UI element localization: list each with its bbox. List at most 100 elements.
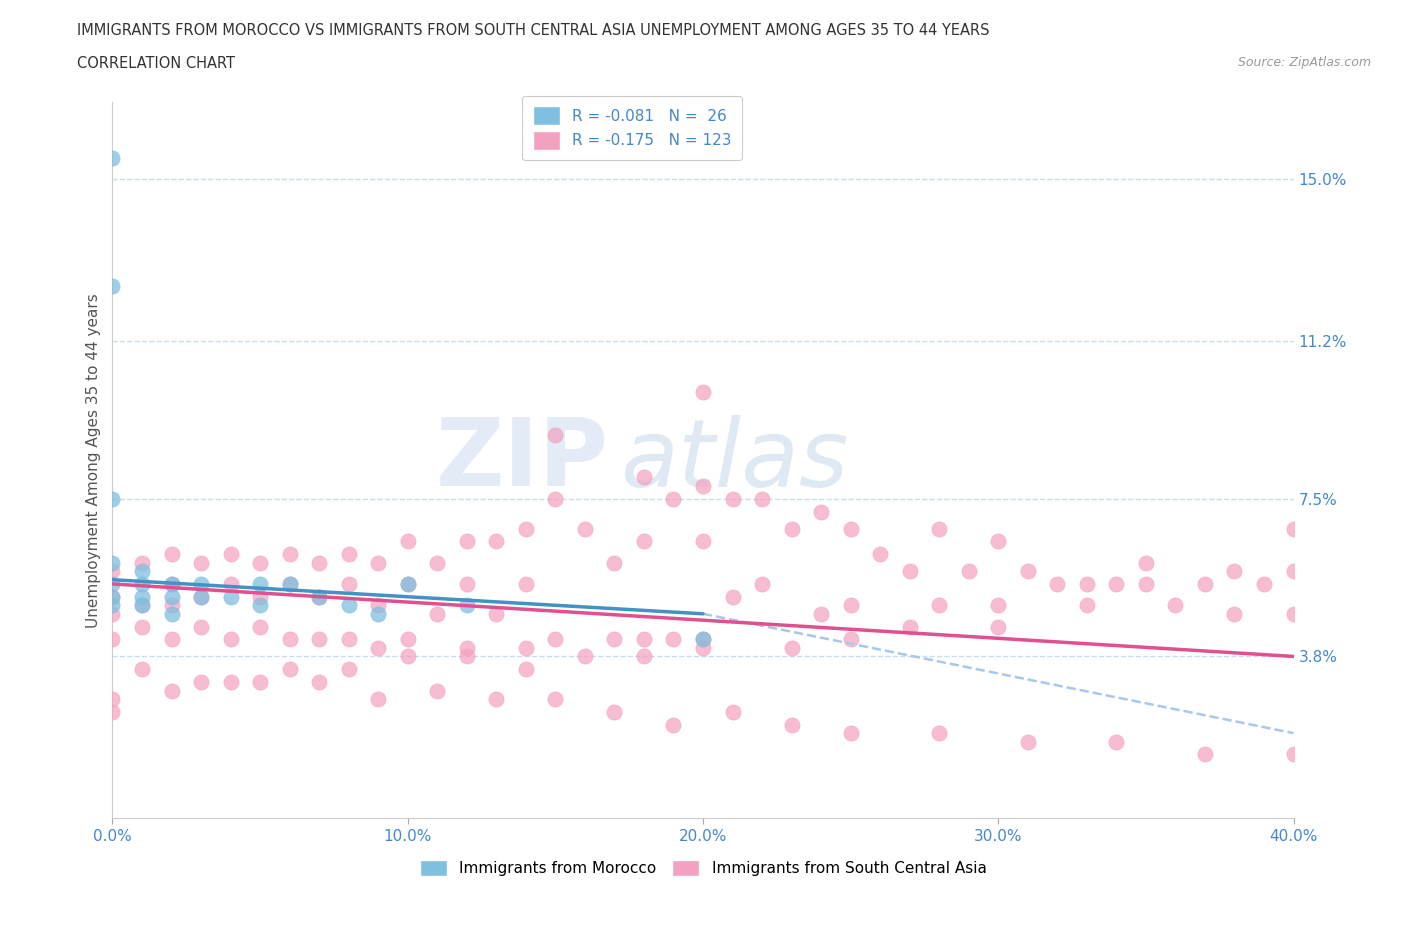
Point <box>101 704 124 719</box>
Point <box>456 641 478 656</box>
Point <box>1046 577 1069 591</box>
Point <box>839 521 862 536</box>
Point <box>219 577 242 591</box>
Point <box>515 641 537 656</box>
Point <box>131 577 153 591</box>
Point <box>219 590 242 604</box>
Point <box>1194 577 1216 591</box>
Point <box>544 632 567 647</box>
Text: CORRELATION CHART: CORRELATION CHART <box>77 56 235 71</box>
Point <box>426 555 449 570</box>
Point <box>810 606 832 621</box>
Point <box>337 632 360 647</box>
Point <box>1017 564 1039 578</box>
Point <box>692 534 714 549</box>
Point <box>101 278 124 293</box>
Point <box>337 662 360 677</box>
Point <box>190 555 212 570</box>
Point <box>249 590 271 604</box>
Point <box>101 632 124 647</box>
Point <box>603 704 626 719</box>
Point <box>839 725 862 740</box>
Point <box>1282 521 1305 536</box>
Point <box>692 632 714 647</box>
Point <box>101 692 124 707</box>
Point <box>1105 735 1128 750</box>
Point <box>131 564 153 578</box>
Point <box>160 606 183 621</box>
Point <box>987 534 1010 549</box>
Point <box>278 577 301 591</box>
Point <box>515 662 537 677</box>
Point <box>780 641 803 656</box>
Point <box>278 577 301 591</box>
Point <box>219 632 242 647</box>
Point <box>692 632 714 647</box>
Point <box>928 598 950 613</box>
Point <box>515 577 537 591</box>
Point <box>603 555 626 570</box>
Point <box>1135 555 1157 570</box>
Point <box>1282 606 1305 621</box>
Point <box>780 521 803 536</box>
Point <box>1194 747 1216 762</box>
Legend: Immigrants from Morocco, Immigrants from South Central Asia: Immigrants from Morocco, Immigrants from… <box>413 854 993 883</box>
Point <box>249 674 271 689</box>
Point <box>1076 598 1098 613</box>
Point <box>308 555 330 570</box>
Point <box>426 683 449 698</box>
Point <box>1223 564 1246 578</box>
Point <box>633 470 655 485</box>
Point <box>101 564 124 578</box>
Point <box>544 692 567 707</box>
Point <box>396 577 419 591</box>
Point <box>869 547 891 562</box>
Point <box>131 555 153 570</box>
Point <box>485 534 508 549</box>
Point <box>249 619 271 634</box>
Point <box>249 598 271 613</box>
Point <box>662 632 685 647</box>
Point <box>1282 564 1305 578</box>
Point <box>131 598 153 613</box>
Point <box>190 577 212 591</box>
Point <box>633 649 655 664</box>
Point <box>751 577 773 591</box>
Point <box>692 385 714 400</box>
Point <box>337 577 360 591</box>
Text: IMMIGRANTS FROM MOROCCO VS IMMIGRANTS FROM SOUTH CENTRAL ASIA UNEMPLOYMENT AMONG: IMMIGRANTS FROM MOROCCO VS IMMIGRANTS FR… <box>77 23 990 38</box>
Point <box>190 619 212 634</box>
Point <box>633 534 655 549</box>
Point <box>662 717 685 732</box>
Point <box>160 547 183 562</box>
Point <box>101 606 124 621</box>
Point <box>219 547 242 562</box>
Point <box>190 674 212 689</box>
Text: Source: ZipAtlas.com: Source: ZipAtlas.com <box>1237 56 1371 69</box>
Point <box>456 649 478 664</box>
Point <box>544 491 567 506</box>
Point <box>1076 577 1098 591</box>
Point <box>308 674 330 689</box>
Point <box>987 619 1010 634</box>
Point <box>721 704 744 719</box>
Point <box>101 590 124 604</box>
Point <box>160 598 183 613</box>
Point <box>131 590 153 604</box>
Point <box>190 590 212 604</box>
Point <box>603 632 626 647</box>
Point <box>515 521 537 536</box>
Point <box>160 683 183 698</box>
Point <box>662 491 685 506</box>
Point <box>101 491 124 506</box>
Point <box>957 564 980 578</box>
Text: ZIP: ZIP <box>436 415 609 506</box>
Point <box>131 598 153 613</box>
Point <box>160 590 183 604</box>
Point <box>721 590 744 604</box>
Point <box>367 692 389 707</box>
Point <box>101 598 124 613</box>
Point <box>337 547 360 562</box>
Point <box>101 151 124 166</box>
Point <box>1282 747 1305 762</box>
